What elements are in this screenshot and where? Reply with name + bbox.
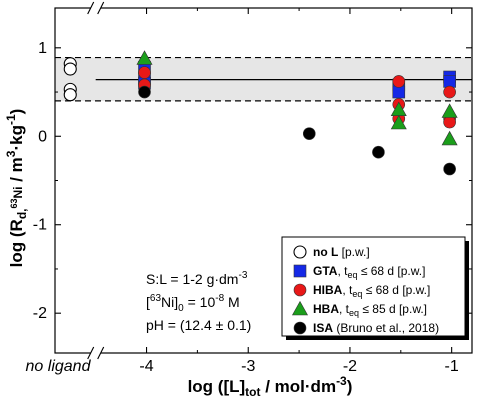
- legend-entry: ISA (Bruno et al., 2018): [293, 321, 439, 335]
- annotation-ph: pH = (12.4 ± 0.1): [146, 317, 251, 333]
- legend-label: HIBA, teq ≤ 68 d [p.w.]: [313, 283, 430, 299]
- series-hba: [136, 50, 458, 146]
- axis-break-slash: [87, 1, 95, 15]
- legend-label: HBA, teq ≤ 85 d [p.w.]: [313, 302, 427, 318]
- data-point: [443, 75, 456, 88]
- legend-entry: GTA, teq ≤ 68 d [p.w.]: [293, 264, 425, 280]
- y-tick-label: 1: [38, 40, 47, 57]
- y-tick-label: -2: [33, 305, 47, 322]
- data-point: [392, 75, 406, 88]
- y-axis-label: log (Rd,63Ni / m3·kg-1): [4, 109, 29, 268]
- data-point: [441, 103, 458, 118]
- series-no-l: [63, 57, 77, 102]
- axis-break-slash: [87, 346, 95, 360]
- x-axis-ticks: -4 -3 -2 -1 no ligand: [26, 8, 459, 375]
- x-tick-label: -1: [445, 358, 459, 375]
- data-point: [138, 85, 151, 99]
- legend-box: [281, 236, 466, 337]
- data-point: [138, 66, 151, 79]
- data-series: [63, 50, 458, 176]
- series-isa: [138, 85, 456, 176]
- axis-break-slash: [97, 1, 105, 15]
- axis-break-gap: [90, 350, 101, 356]
- legend: no L [p.w.] GTA, teq ≤ 68 d [p.w.] HIBA, t…: [281, 236, 469, 340]
- legend-marker: [291, 300, 309, 316]
- x-tick-label: -2: [343, 358, 357, 375]
- data-point: [63, 62, 77, 76]
- legend-marker: [293, 245, 307, 259]
- data-point: [392, 85, 406, 99]
- reference-band: [55, 56, 472, 102]
- legend-entry: HIBA, teq ≤ 68 d [p.w.]: [293, 283, 430, 299]
- axis-break-slash: [97, 346, 105, 360]
- legend-marker: [293, 283, 307, 297]
- annotation-solid-liquid: S:L = 1-2 g·dm-3: [146, 270, 248, 287]
- legend-marker: [293, 264, 307, 278]
- legend-marker: [293, 321, 307, 335]
- legend-label: GTA, teq ≤ 68 d [p.w.]: [313, 264, 425, 280]
- legend-label: ISA (Bruno et al., 2018): [313, 321, 439, 335]
- data-point: [63, 88, 77, 102]
- data-point: [302, 127, 316, 140]
- axis-break-marks: [87, 1, 105, 360]
- y-tick-label: -1: [33, 217, 47, 234]
- legend-entry: HBA, teq ≤ 85 d [p.w.]: [291, 300, 427, 318]
- y-axis-ticks: 1 0 -1 -2: [33, 40, 472, 322]
- axis-break-gap: [90, 5, 101, 11]
- legend-entry: no L [p.w.]: [293, 245, 370, 259]
- x-no-ligand-label: no ligand: [26, 358, 92, 375]
- x-axis-label: log ([L]tot / mol·dm-3): [188, 374, 353, 399]
- data-point: [443, 162, 456, 176]
- data-point: [443, 85, 456, 99]
- data-point: [372, 145, 385, 159]
- legend-label: no L [p.w.]: [313, 245, 370, 259]
- x-tick-label: -3: [241, 358, 255, 375]
- data-point: [390, 114, 407, 130]
- data-point: [443, 115, 456, 129]
- data-point: [136, 50, 153, 65]
- annotation-ni-concentration: [63Ni]0 = 10-8 M: [146, 293, 240, 314]
- x-tick-label: -4: [139, 358, 153, 375]
- data-point: [441, 130, 458, 146]
- y-tick-label: 0: [38, 128, 47, 145]
